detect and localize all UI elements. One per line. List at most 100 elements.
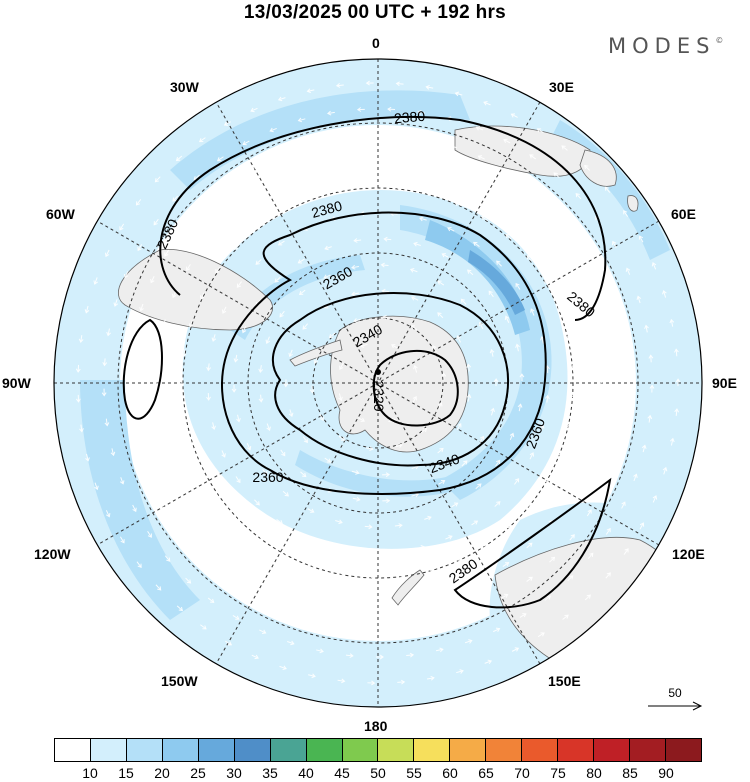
wind-arrow (220, 574, 227, 580)
wind-arrow-head (180, 533, 185, 538)
wind-arrow-head (420, 136, 425, 142)
wind-arrow-head (422, 427, 428, 432)
colorbar-tick-label: 30 (226, 765, 242, 781)
wind-arrow (212, 422, 215, 430)
wind-arrow-head (540, 632, 545, 637)
wind-arrow-head (161, 442, 167, 447)
wind-arrow (475, 483, 482, 490)
colorbar-swatch (558, 739, 595, 761)
wind-arrow (200, 466, 205, 474)
wind-arrow-head (172, 470, 177, 476)
wind-arrow (464, 640, 472, 644)
wind-arrow (446, 618, 454, 622)
wind-arrow (426, 677, 435, 680)
wind-arrow (514, 478, 520, 485)
wind-arrow-head (526, 255, 531, 260)
wind-arrow-head (255, 225, 261, 230)
wind-arrow (336, 574, 344, 577)
wind-arrow-head (202, 625, 207, 630)
wind-arrow (360, 343, 368, 347)
wind-arrow-head (235, 615, 240, 620)
wind-arrow (299, 590, 307, 594)
lon-label-30w: 30W (170, 79, 199, 95)
wind-arrow (232, 614, 240, 620)
wind-arrow-head (369, 446, 374, 452)
wind-arrow (255, 259, 262, 265)
contour-label: 2360 (252, 469, 283, 485)
wind-arrow-head (621, 501, 626, 506)
wind-arrow-head (490, 407, 495, 413)
contour-2380-west (122, 318, 163, 420)
wind-arrow-head (409, 652, 415, 658)
wind-arrow (280, 449, 286, 456)
wind-arrow-head (390, 133, 395, 138)
wind-arrow (119, 536, 125, 544)
wind-arrow (426, 192, 434, 196)
wind-arrow (302, 144, 310, 148)
wind-arrow-head (186, 579, 192, 584)
wind-arrow (381, 264, 389, 266)
wind-arrow (544, 480, 549, 487)
wind-arrow (278, 97, 286, 101)
wind-arrow (212, 334, 216, 342)
wind-arrow-head (370, 576, 375, 582)
wind-arrow-head (242, 140, 247, 146)
wind-arrow-head (575, 192, 580, 198)
wind-arrow (179, 531, 185, 538)
wind-arrow-head (154, 178, 160, 183)
wind-arrow-head (358, 159, 364, 164)
wind-arrow (157, 348, 160, 356)
wind-arrow (454, 560, 462, 564)
wind-arrow-head (595, 409, 601, 414)
wind-arrow-head (302, 472, 307, 478)
wind-arrow-head (623, 395, 628, 400)
wind-arrow (505, 234, 512, 240)
wind-arrow (410, 268, 418, 273)
wind-arrow (505, 316, 510, 323)
wind-arrow (327, 625, 335, 628)
wind-arrow (234, 244, 240, 250)
wind-arrow (307, 89, 315, 92)
wind-arrow-head (188, 323, 194, 328)
wind-arrow (224, 121, 231, 126)
wind-arrow (502, 562, 509, 568)
wind-arrow (353, 318, 361, 322)
wind-arrow (623, 548, 629, 555)
wind-arrow-head (651, 262, 657, 267)
colorbar-swatch (234, 739, 271, 761)
wind-arrow-head (349, 653, 354, 659)
wind-arrow (437, 448, 444, 454)
wind-arrow (424, 516, 432, 520)
wind-arrow (80, 335, 83, 343)
wind-arrow-head (547, 239, 552, 245)
wind-arrow-head (544, 279, 549, 284)
colorbar-swatch (342, 739, 379, 761)
wind-arrow-head (241, 328, 247, 334)
wind-arrow (274, 154, 282, 158)
wind-arrow-head (463, 460, 468, 465)
wind-arrow-head (457, 559, 462, 564)
wind-arrow (529, 186, 536, 192)
wind-arrow (237, 414, 240, 422)
wind-arrow-head (479, 435, 485, 441)
wind-arrow-head (648, 354, 654, 359)
wind-arrow (461, 460, 468, 467)
wind-arrow (605, 572, 611, 579)
wind-arrow-head (652, 495, 658, 500)
wind-arrow (247, 198, 254, 204)
wind-arrow (675, 349, 678, 357)
wind-arrow-head (105, 513, 111, 518)
wind-arrow-head (385, 472, 390, 478)
wind-arrow-head (437, 280, 442, 285)
wind-arrow (176, 605, 183, 611)
wind-arrow (590, 439, 594, 447)
wind-arrow (437, 312, 444, 319)
wind-arrow (471, 520, 478, 526)
wind-arrow (137, 244, 143, 251)
wind-arrow (391, 344, 399, 349)
wind-arrow (269, 127, 277, 132)
wind-arrow (308, 565, 315, 570)
wind-arrow-head (483, 101, 488, 106)
wind-arrow (432, 345, 437, 353)
wind-arrow (308, 196, 316, 200)
